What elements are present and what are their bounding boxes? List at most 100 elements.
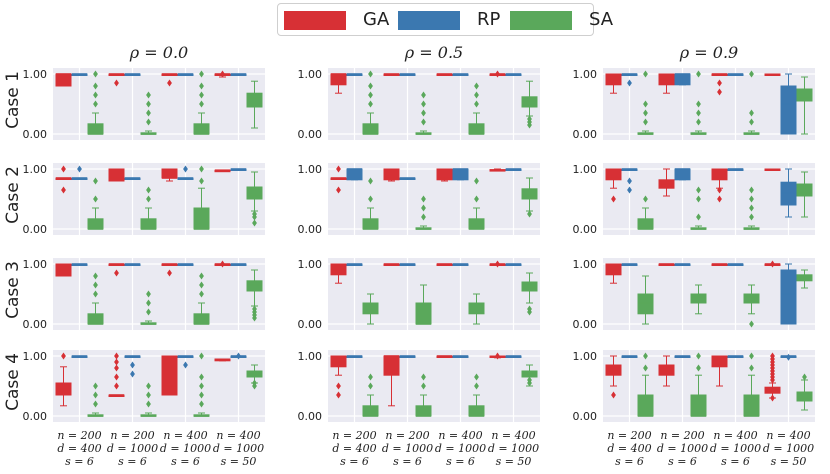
row-label: Case 1 — [3, 71, 23, 129]
box-body — [674, 168, 691, 181]
outlier-point — [696, 352, 701, 360]
outlier-point — [114, 364, 119, 372]
box-sa — [246, 269, 263, 322]
y-tick-label: 1.00 — [298, 68, 323, 81]
outlier-point — [146, 400, 151, 408]
outlier-point — [146, 195, 151, 203]
outlier-point — [627, 177, 632, 185]
box-rp — [621, 168, 638, 194]
outlier-point — [495, 352, 500, 360]
box-body — [193, 207, 210, 230]
box-body — [637, 394, 654, 417]
panel-background — [53, 350, 265, 422]
box-sa — [796, 373, 813, 411]
box-body — [605, 168, 622, 181]
box-sa — [140, 186, 157, 230]
box-ga — [108, 168, 125, 182]
box-sa — [87, 382, 104, 417]
y-tick-label: 1.00 — [23, 258, 48, 271]
panel-case3-col1: 1.00 0.00 — [298, 258, 540, 331]
outlier-point — [252, 305, 257, 313]
box-body — [780, 269, 797, 325]
box-ga — [330, 355, 347, 399]
outlier-point — [336, 391, 341, 399]
box-sa — [415, 91, 432, 135]
box-sa — [521, 272, 538, 316]
x-category-label: n = 400 — [713, 429, 757, 442]
legend-label-rp: RP — [477, 9, 501, 30]
outlier-point — [199, 373, 204, 381]
box-rp — [124, 73, 141, 76]
box-sa — [415, 373, 432, 417]
outlier-point — [368, 195, 373, 203]
box-rp — [230, 168, 247, 171]
box-sa — [521, 364, 538, 387]
y-tick-label: 0.00 — [298, 410, 323, 423]
box-rp — [621, 263, 638, 266]
outlier-point — [421, 195, 426, 203]
box-body — [108, 168, 125, 182]
box-ga — [214, 70, 231, 78]
y-tick-label: 1.00 — [23, 163, 48, 176]
row-label: Case 2 — [3, 166, 23, 224]
outlier-point — [146, 186, 151, 194]
box-ga — [55, 165, 72, 194]
outlier-point — [146, 100, 151, 108]
outlier-point — [749, 70, 754, 78]
outlier-point — [93, 100, 98, 108]
outlier-point — [220, 260, 225, 268]
box-rp — [230, 263, 247, 266]
outlier-point — [146, 299, 151, 307]
y-tick-label: 1.00 — [573, 68, 598, 81]
box-sa — [468, 82, 485, 135]
outlier-point — [527, 376, 532, 384]
box-sa — [362, 177, 379, 230]
outlier-point — [252, 210, 257, 218]
panel-case4-col0: 1.00 0.00 — [23, 350, 265, 423]
box-ga — [383, 73, 400, 76]
outlier-point — [368, 373, 373, 381]
x-category-label: d = 1000 — [710, 442, 761, 455]
box-ga — [764, 168, 781, 171]
outlier-point — [696, 100, 701, 108]
outlier-point — [749, 320, 754, 328]
box-sa — [468, 373, 485, 417]
box-ga — [108, 73, 125, 87]
box-sa — [193, 70, 210, 135]
box-rp — [177, 73, 194, 76]
x-category-label: n = 200 — [660, 429, 704, 442]
legend-swatch-ga — [284, 11, 346, 30]
y-tick-label: 0.00 — [298, 318, 323, 331]
box-rp — [230, 352, 247, 360]
box-body — [415, 405, 432, 417]
box-sa — [743, 70, 760, 135]
box-ga — [436, 263, 453, 266]
x-category-label: s = 6 — [393, 455, 422, 468]
outlier-point — [199, 382, 204, 390]
box-rp — [71, 355, 88, 358]
outlier-point — [93, 281, 98, 289]
box-ga — [161, 168, 178, 182]
outlier-point — [199, 165, 204, 173]
box-sa — [743, 284, 760, 328]
outlier-point — [749, 195, 754, 203]
outlier-point — [368, 82, 373, 90]
box-body — [383, 355, 400, 376]
box-body — [468, 123, 485, 135]
x-category-label: n = 200 — [57, 429, 101, 442]
outlier-point — [749, 364, 754, 372]
panel-background — [53, 258, 265, 330]
box-ga — [55, 263, 72, 277]
outlier-point — [199, 82, 204, 90]
box-rp — [346, 73, 363, 76]
x-category-label: d = 1000 — [763, 442, 814, 455]
outlier-point — [199, 352, 204, 360]
panel-case4-col2: 1.00 0.00 — [573, 350, 815, 423]
box-sa — [743, 352, 760, 417]
box-rp — [727, 73, 744, 76]
outlier-point — [167, 269, 172, 277]
x-category-label: n = 200 — [607, 429, 651, 442]
box-body — [383, 168, 400, 181]
panel-background — [53, 68, 265, 140]
box-sa — [637, 195, 654, 230]
